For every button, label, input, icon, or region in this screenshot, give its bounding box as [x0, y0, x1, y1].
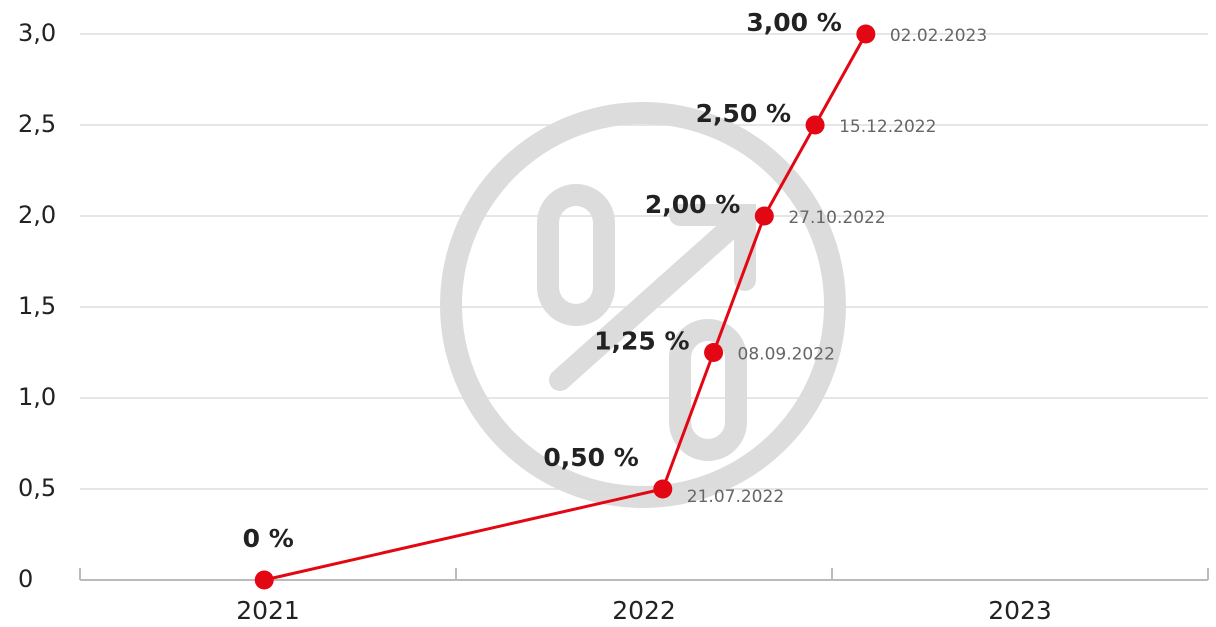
- point: [254, 570, 274, 590]
- value-label: 2,00 %: [645, 190, 740, 219]
- y-tick-label: 2,0: [18, 201, 56, 229]
- date-label: 21.07.2022: [687, 487, 784, 507]
- x-tick-label: 2023: [988, 596, 1052, 625]
- date-label: 08.09.2022: [738, 345, 835, 365]
- y-tick-label: 1,0: [18, 383, 56, 411]
- y-tick-label: 1,5: [18, 292, 56, 320]
- y-tick-label: 0,5: [18, 474, 56, 502]
- value-label: 0,50 %: [543, 443, 638, 472]
- value-label: 2,50 %: [696, 99, 791, 128]
- date-label: 15.12.2022: [839, 117, 936, 137]
- date-label: 27.10.2022: [788, 208, 885, 228]
- y-tick-label: 2,5: [18, 110, 56, 138]
- point: [653, 479, 673, 499]
- x-tick-label: 2021: [236, 596, 300, 625]
- value-label: 3,00 %: [746, 8, 841, 37]
- line: [263, 33, 868, 582]
- value-label: 1,25 %: [594, 327, 689, 356]
- watermark: [440, 102, 846, 508]
- point: [805, 115, 825, 135]
- y-tick-label: 3,0: [18, 19, 56, 47]
- point: [704, 343, 724, 362]
- x-tick-label: 2022: [612, 596, 676, 625]
- value-label: 0 %: [243, 524, 294, 553]
- y-tick-label: 0: [18, 565, 33, 593]
- point: [856, 24, 876, 44]
- point: [754, 206, 774, 226]
- date-label: 02.02.2023: [890, 26, 987, 46]
